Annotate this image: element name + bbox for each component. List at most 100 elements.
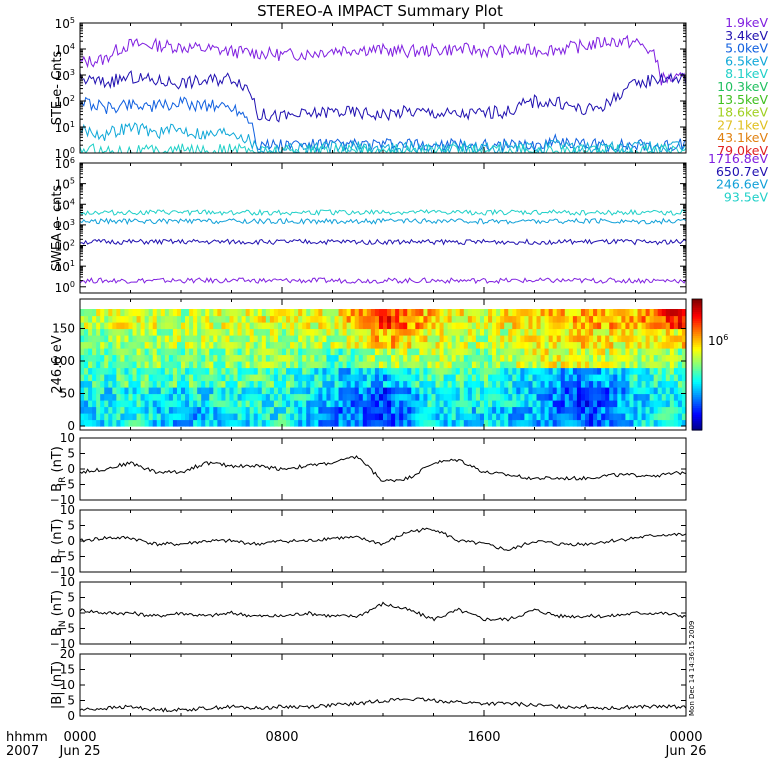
heatmap-cell <box>314 406 319 414</box>
heatmap-cell <box>585 328 590 336</box>
heatmap-cell <box>330 419 336 427</box>
heatmap-cell <box>160 309 166 317</box>
heatmap-cell <box>657 341 663 349</box>
heatmap-cell <box>589 328 594 336</box>
heatmap-cell <box>605 393 610 401</box>
heatmap-cell <box>306 341 311 349</box>
heatmap-cell <box>108 315 113 323</box>
heatmap-cell <box>277 367 283 375</box>
heatmap-cell <box>399 348 404 356</box>
heatmap-cell <box>597 419 602 427</box>
heatmap-cell <box>641 361 647 369</box>
heatmap-cell <box>439 322 445 330</box>
heatmap-cell <box>516 348 521 356</box>
heatmap-cell <box>540 315 546 323</box>
heatmap-cell <box>326 361 332 369</box>
heatmap-cell <box>613 367 618 375</box>
heatmap-cell <box>423 413 429 421</box>
y-tick-label-base: 10 <box>55 198 70 212</box>
heatmap-cell <box>593 380 598 388</box>
heatmap-cell <box>508 348 513 356</box>
heatmap-cell <box>322 406 328 414</box>
heatmap-cell <box>540 309 546 317</box>
heatmap-cell <box>342 354 348 362</box>
heatmap-cell <box>128 419 134 427</box>
heatmap-cell <box>338 309 344 317</box>
heatmap-cell <box>100 419 105 427</box>
heatmap-cell <box>185 367 190 375</box>
heatmap-cell <box>350 419 356 427</box>
heatmap-cell <box>342 322 348 330</box>
heatmap-cell <box>601 309 606 317</box>
heatmap-cell <box>645 393 651 401</box>
heatmap-cell <box>197 309 202 317</box>
heatmap-cell <box>209 315 214 323</box>
heatmap-cell <box>681 393 686 401</box>
heatmap-cell <box>479 374 485 382</box>
heatmap-cell <box>552 309 558 317</box>
heatmap-cell <box>673 335 679 343</box>
heatmap-cell <box>589 309 594 317</box>
heatmap-cell <box>641 341 647 349</box>
heatmap-cell <box>597 361 602 369</box>
heatmap-cell <box>209 413 214 421</box>
heatmap-cell <box>423 328 429 336</box>
y-tick-label-exp: 0 <box>70 146 75 155</box>
heatmap-cell <box>302 400 307 408</box>
heatmap-cell <box>156 315 162 323</box>
heatmap-cell <box>330 335 336 343</box>
heatmap-cell <box>613 348 618 356</box>
heatmap-cell <box>528 387 534 395</box>
heatmap-cell <box>294 419 299 427</box>
heatmap-cell <box>520 315 525 323</box>
heatmap-cell <box>282 354 287 362</box>
heatmap-cell <box>520 335 525 343</box>
heatmap-cell <box>512 322 517 330</box>
heatmap-cell <box>488 322 493 330</box>
heatmap-cell <box>556 380 562 388</box>
heatmap-cell <box>253 309 259 317</box>
heatmap-cell <box>233 328 239 336</box>
heatmap-cell <box>629 400 635 408</box>
heatmap-cell <box>84 406 89 414</box>
heatmap-cell <box>245 328 251 336</box>
heatmap-cell <box>665 413 671 421</box>
heatmap-cell <box>496 367 501 375</box>
heatmap-cell <box>508 406 513 414</box>
heatmap-cell <box>524 309 530 317</box>
heatmap-cell <box>564 335 570 343</box>
heatmap-cell <box>407 354 412 362</box>
y-tick-label: 105 <box>55 177 75 192</box>
heatmap-cell <box>451 335 457 343</box>
heatmap-cell <box>609 315 614 323</box>
heatmap-cell <box>467 419 473 427</box>
heatmap-cell <box>593 361 598 369</box>
heatmap-cell <box>585 341 590 349</box>
heatmap-cell <box>572 419 578 427</box>
heatmap-cell <box>467 413 473 421</box>
heatmap-cell <box>322 367 328 375</box>
heatmap-cell <box>265 315 271 323</box>
heatmap-cell <box>92 400 97 408</box>
legend-18.6keV: 18.6keV <box>717 105 768 120</box>
heatmap-cell <box>601 406 606 414</box>
heatmap-cell <box>294 354 299 362</box>
heatmap-cell <box>516 419 521 427</box>
heatmap-cell <box>500 400 505 408</box>
heatmap-cell <box>104 309 109 317</box>
heatmap-cell <box>387 367 392 375</box>
heatmap-cell <box>435 393 441 401</box>
heatmap-cell <box>645 413 651 421</box>
heatmap-cell <box>185 348 190 356</box>
heatmap-cell <box>637 374 643 382</box>
heatmap-cell <box>374 341 380 349</box>
y-tick-label-exp: 0 <box>70 280 75 289</box>
heatmap-cell <box>306 367 311 375</box>
heatmap-cell <box>338 387 344 395</box>
heatmap-cell <box>391 309 396 317</box>
heatmap-cell <box>585 348 590 356</box>
heatmap-cell <box>496 387 501 395</box>
heatmap-cell <box>193 348 198 356</box>
heatmap-cell <box>217 322 222 330</box>
heatmap-cell <box>395 322 400 330</box>
